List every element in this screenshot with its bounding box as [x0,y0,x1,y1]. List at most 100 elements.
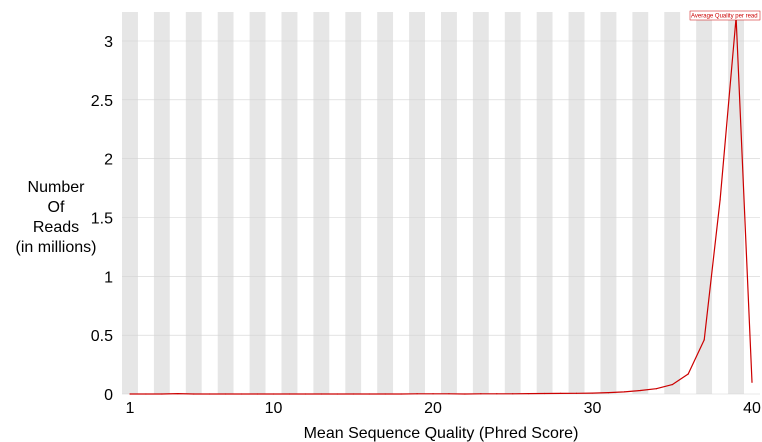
data-point [272,393,275,395]
series-line-0 [130,16,753,395]
data-point [480,393,482,395]
data-point [544,392,546,395]
data-point [177,393,179,395]
band-32 [616,12,633,394]
band-11 [281,12,298,394]
x-tick-label: 40 [743,400,761,417]
data-point [639,389,641,392]
data-point [352,393,354,395]
y-axis-title-line: Reads [33,219,79,236]
band-8 [233,12,250,394]
data-point [145,393,147,395]
data-point [288,393,291,395]
band-18 [393,12,410,394]
band-12 [297,12,314,394]
data-point [384,393,386,395]
data-point [496,393,498,395]
data-point [193,393,195,395]
data-point [432,393,434,395]
band-3 [153,12,170,394]
band-27 [536,12,553,394]
legend: Average Quality per read [689,10,761,21]
band-24 [488,12,505,394]
band-25 [504,12,521,394]
band-30 [584,12,601,394]
data-point [575,392,578,394]
band-9 [249,12,266,394]
y-axis-title-line: (in millions) [16,239,97,256]
legend-box [689,10,761,21]
band-10 [265,12,282,394]
series-group [129,16,753,395]
band-23 [472,12,489,394]
band-6 [201,12,218,394]
y-tick-label: 3 [104,34,113,51]
x-tick-label: 1 [126,400,135,417]
band-1 [122,12,138,394]
horizontal-gridlines [122,40,760,395]
data-point [400,393,402,395]
band-4 [169,12,186,394]
x-axis-title: Mean Sequence Quality (Phred Score) [304,425,579,442]
data-point [687,373,689,375]
band-13 [313,12,330,394]
data-point [623,391,626,393]
y-tick-label: 1.5 [91,211,113,228]
data-point [719,199,721,201]
data-point [448,393,450,395]
y-tick-label: 2 [104,152,113,169]
band-29 [568,12,585,394]
band-22 [456,12,473,394]
band-37 [696,12,713,394]
data-point [528,393,530,395]
band-16 [361,12,378,394]
band-35 [664,12,681,394]
data-point [607,391,610,394]
band-17 [377,12,394,394]
y-axis-ticks: 0 0.5 1 1.5 2 2.5 3 [91,34,113,404]
band-21 [441,12,457,394]
band-2 [137,12,154,394]
y-tick-label: 1 [104,269,113,286]
x-tick-label: 30 [584,400,602,417]
band-39 [728,12,745,394]
band-20 [425,12,441,394]
band-31 [600,12,617,394]
data-point [161,393,163,395]
data-point [368,393,370,395]
band-34 [648,12,665,394]
data-point [751,381,753,383]
y-tick-label: 2.5 [91,93,113,110]
data-point [416,393,418,395]
band-28 [552,12,569,394]
x-tick-label: 10 [265,400,283,417]
x-axis-ticks: 1 10 20 30 40 [126,400,761,417]
x-tick-label: 20 [424,400,442,417]
y-tick-label: 0.5 [91,328,113,345]
data-point [703,339,705,341]
data-point [512,393,514,395]
data-point [464,393,466,395]
data-point [209,393,211,395]
data-point [671,383,673,386]
data-point [304,393,307,395]
data-point [560,392,562,395]
band-15 [345,12,362,394]
data-point [129,393,131,395]
band-7 [217,12,234,394]
data-point [241,393,243,395]
legend-label: Average Quality per read [691,14,758,20]
band-19 [409,12,426,394]
band-5 [185,12,202,394]
data-point [225,393,227,395]
data-point [320,393,322,395]
y-axis-title-line: Number [28,179,86,196]
band-40 [744,12,760,394]
y-axis-title-line: Of [48,199,65,216]
band-33 [632,12,649,394]
background-bands [122,12,760,394]
data-point [336,393,338,395]
band-14 [329,12,346,394]
y-tick-label: 0 [104,387,113,404]
